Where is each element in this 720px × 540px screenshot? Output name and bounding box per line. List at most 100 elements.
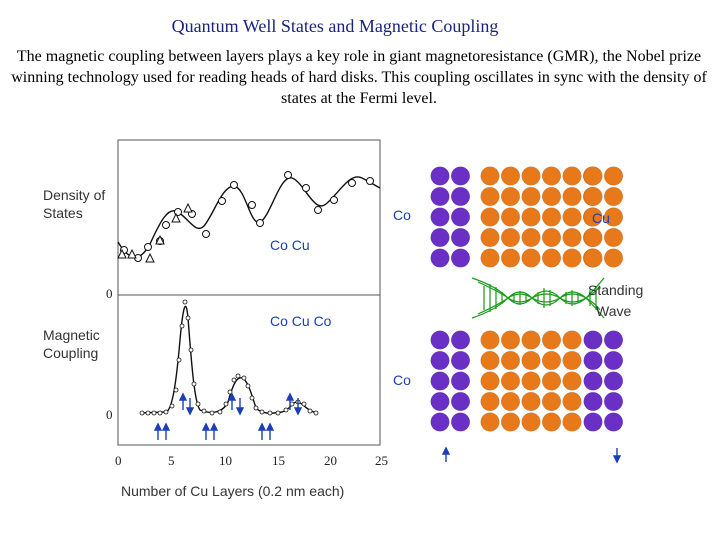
co-atom xyxy=(450,207,471,227)
co-lattice-top xyxy=(430,166,471,268)
cu-atom xyxy=(562,371,582,391)
zero-label-bottom: 0 xyxy=(106,407,113,422)
cu-atom xyxy=(541,227,562,248)
cu-atom xyxy=(562,248,582,268)
cu-atom xyxy=(541,330,562,350)
co-lattice-bottom xyxy=(430,330,471,432)
coupling-markers xyxy=(139,299,319,416)
cu-atom xyxy=(541,166,562,186)
co-atom xyxy=(430,371,450,391)
cu-atom xyxy=(562,412,582,432)
cu-lattice-top-right xyxy=(583,166,624,268)
x-tick-10: 10 xyxy=(219,453,232,468)
co-atom xyxy=(450,248,471,268)
cu-atom xyxy=(480,227,500,248)
dos-curve xyxy=(117,176,381,258)
cu-atom xyxy=(562,391,582,412)
co-atom xyxy=(430,248,450,268)
co-atom xyxy=(583,350,603,371)
cu-atom xyxy=(521,186,541,207)
cu-atom xyxy=(521,412,541,432)
coupling-label: Magnetic Coupling xyxy=(43,327,100,361)
co-label-top: Co xyxy=(393,207,411,223)
x-tick-5: 5 xyxy=(168,453,175,468)
co-atom xyxy=(430,412,450,432)
cu-atom xyxy=(480,207,500,227)
cu-atom xyxy=(541,412,562,432)
cu-atom xyxy=(500,412,521,432)
co-atom xyxy=(450,391,471,412)
co-atom xyxy=(583,412,603,432)
cu-atom xyxy=(480,186,500,207)
co-atom xyxy=(430,166,450,186)
cu-label-top: Cu xyxy=(592,210,610,226)
page-title: Quantum Well States and Magnetic Couplin… xyxy=(171,16,499,36)
cu-atom xyxy=(583,166,603,186)
co-atom xyxy=(430,186,450,207)
co-atom xyxy=(430,391,450,412)
co-atom xyxy=(450,227,471,248)
dos-label: Density of States xyxy=(43,187,106,221)
inset-label-co-cu-co: Co Cu Co xyxy=(270,313,332,329)
cu-atom xyxy=(562,207,582,227)
cu-atom xyxy=(603,227,624,248)
standing-wave xyxy=(471,277,605,319)
cu-atom xyxy=(521,207,541,227)
dos-markers xyxy=(117,171,374,263)
zero-label-top: 0 xyxy=(106,286,113,301)
cu-atom xyxy=(562,350,582,371)
cu-atom xyxy=(500,227,521,248)
co-atom xyxy=(430,350,450,371)
cu-atom xyxy=(583,227,603,248)
x-tick-0: 0 xyxy=(115,453,122,468)
co-atom xyxy=(450,330,471,350)
cu-atom xyxy=(603,186,624,207)
co-atom xyxy=(450,186,471,207)
co-atom xyxy=(450,350,471,371)
co-atom xyxy=(430,227,450,248)
cu-atom xyxy=(583,207,603,227)
co-atom xyxy=(430,330,450,350)
cu-atom xyxy=(480,248,500,268)
co-atom xyxy=(603,391,624,412)
cu-atom xyxy=(521,166,541,186)
x-tick-15: 15 xyxy=(272,453,285,468)
cu-atom xyxy=(500,186,521,207)
co-atom xyxy=(583,371,603,391)
co-atom xyxy=(450,166,471,186)
diagram-arrows xyxy=(441,446,622,464)
co-atom xyxy=(430,207,450,227)
cu-atom xyxy=(480,371,500,391)
x-tick-25: 25 xyxy=(375,453,388,468)
co-lattice-bottom-right xyxy=(583,330,624,432)
co-atom xyxy=(450,412,471,432)
standing-wave-label-1: Standing xyxy=(588,282,644,298)
cu-atom xyxy=(603,166,624,186)
cu-atom xyxy=(541,207,562,227)
cu-atom xyxy=(480,391,500,412)
coupling-arrows xyxy=(153,392,303,440)
cu-atom xyxy=(541,248,562,268)
co-atom xyxy=(450,371,471,391)
cu-atom xyxy=(500,350,521,371)
cu-atom xyxy=(480,350,500,371)
cu-atom xyxy=(541,350,562,371)
cu-atom xyxy=(480,330,500,350)
co-label-bottom: Co xyxy=(393,372,411,388)
cu-atom xyxy=(603,207,624,227)
co-atom xyxy=(603,371,624,391)
cu-atom xyxy=(562,166,582,186)
cu-atom xyxy=(562,227,582,248)
standing-wave-label-2: Wave xyxy=(596,303,632,319)
cu-atom xyxy=(521,350,541,371)
cu-atom xyxy=(541,186,562,207)
co-atom xyxy=(603,330,624,350)
inset-label-co-cu: Co Cu xyxy=(270,237,310,253)
cu-atom xyxy=(562,186,582,207)
cu-atom xyxy=(500,371,521,391)
cu-atom xyxy=(500,207,521,227)
cu-atom xyxy=(541,371,562,391)
cu-atom xyxy=(603,248,624,268)
cu-atom xyxy=(541,391,562,412)
